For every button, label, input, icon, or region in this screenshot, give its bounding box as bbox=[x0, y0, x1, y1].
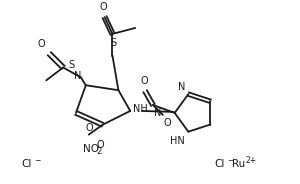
Text: O: O bbox=[86, 123, 93, 133]
Text: O: O bbox=[38, 39, 45, 49]
Text: Ru: Ru bbox=[232, 159, 245, 169]
Text: N: N bbox=[178, 82, 185, 92]
Text: 2: 2 bbox=[97, 147, 102, 156]
Text: O: O bbox=[140, 76, 148, 86]
Text: −: − bbox=[34, 156, 41, 165]
Text: S: S bbox=[110, 38, 116, 48]
Text: −: − bbox=[227, 156, 233, 165]
Text: N: N bbox=[74, 71, 82, 81]
Text: O: O bbox=[100, 2, 107, 12]
Text: O: O bbox=[97, 139, 104, 149]
Text: N: N bbox=[154, 108, 161, 118]
Text: HN: HN bbox=[169, 136, 184, 146]
Text: NO: NO bbox=[83, 144, 99, 155]
Text: NH: NH bbox=[133, 104, 148, 114]
Text: S: S bbox=[68, 61, 74, 70]
Text: Cl: Cl bbox=[214, 159, 225, 169]
Text: Cl: Cl bbox=[22, 159, 32, 169]
Text: 2+: 2+ bbox=[246, 156, 257, 165]
Text: O: O bbox=[164, 118, 172, 128]
